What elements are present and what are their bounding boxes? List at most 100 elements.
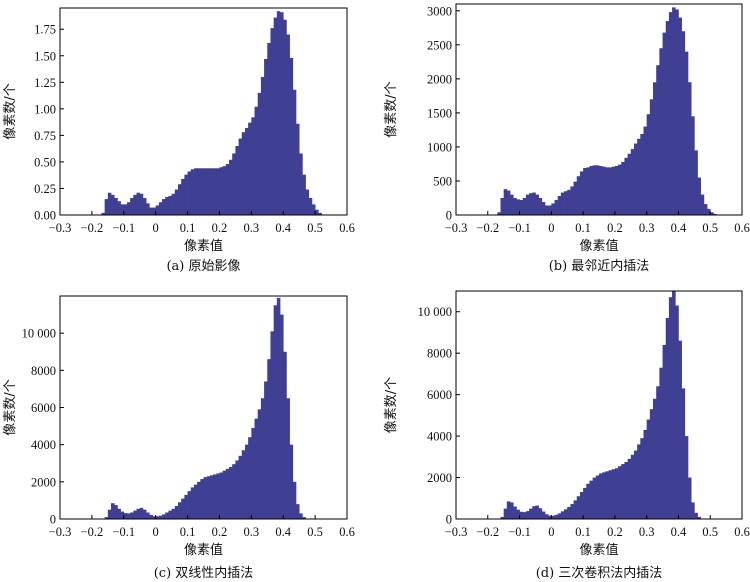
histogram-bar bbox=[513, 197, 517, 215]
histogram-bar bbox=[289, 57, 294, 215]
histogram-bar bbox=[200, 479, 204, 519]
histogram-bar bbox=[146, 512, 150, 519]
histogram-bar bbox=[232, 464, 236, 519]
histogram-bar bbox=[567, 506, 571, 519]
histogram-bar bbox=[522, 512, 527, 519]
histogram-bar bbox=[678, 340, 682, 519]
histogram-bar bbox=[229, 466, 233, 519]
histogram-bar bbox=[136, 192, 141, 215]
histogram-bar bbox=[302, 517, 306, 519]
histogram-bar bbox=[254, 418, 259, 519]
histogram-bar bbox=[244, 444, 249, 519]
histogram-bar bbox=[513, 506, 517, 519]
histogram-bar bbox=[621, 464, 625, 519]
histogram-bar bbox=[503, 189, 508, 215]
histogram-bar bbox=[649, 409, 654, 519]
x-tick-label: 0.1 bbox=[575, 221, 591, 235]
histogram-bar bbox=[573, 181, 578, 215]
histogram-bar bbox=[637, 138, 641, 215]
histogram-bar bbox=[497, 212, 501, 215]
y-axis-title: 像素数/个 bbox=[384, 81, 399, 137]
histogram-bar bbox=[586, 167, 590, 215]
histogram-bar bbox=[529, 193, 533, 215]
histogram-bar bbox=[649, 99, 654, 215]
histogram-bar bbox=[165, 196, 169, 215]
y-tick-label: 3000 bbox=[427, 4, 452, 18]
y-axis-title: 像素数/个 bbox=[384, 377, 399, 433]
histogram-bar bbox=[213, 168, 217, 215]
histogram-bar bbox=[187, 491, 192, 520]
x-tick-label: 0.5 bbox=[307, 525, 323, 539]
histogram-bar bbox=[544, 514, 549, 519]
histogram-bar bbox=[219, 472, 223, 519]
histogram-bar bbox=[640, 438, 644, 519]
histogram-bar bbox=[251, 117, 255, 215]
histogram-bar bbox=[538, 508, 543, 519]
histogram-bar bbox=[216, 168, 220, 215]
histogram-bar bbox=[104, 517, 109, 519]
x-tick-label: 0.2 bbox=[607, 525, 623, 539]
histogram-bar bbox=[136, 508, 141, 519]
histogram-bar bbox=[283, 351, 287, 519]
y-tick-label: 10 000 bbox=[418, 305, 452, 319]
x-tick-label: −0.3 bbox=[49, 525, 72, 539]
histogram-bar bbox=[630, 454, 635, 519]
histogram-bar bbox=[602, 472, 606, 519]
x-tick-label: −0.3 bbox=[445, 525, 468, 539]
histogram-bar bbox=[286, 34, 290, 215]
y-tick-label: 0.75 bbox=[34, 129, 56, 143]
histogram-bar bbox=[152, 207, 157, 215]
histogram-bar bbox=[519, 511, 524, 519]
histogram-bar bbox=[554, 514, 559, 519]
panel-caption: (a) 原始影像 bbox=[166, 259, 240, 274]
histogram-bar bbox=[168, 510, 172, 519]
histogram-bar bbox=[697, 177, 702, 215]
histogram-bar bbox=[646, 114, 651, 215]
histogram-bar bbox=[283, 19, 287, 216]
y-tick-label: 1500 bbox=[427, 106, 452, 120]
histogram-bar bbox=[554, 200, 559, 215]
histogram-bar bbox=[126, 513, 131, 519]
histogram-bar bbox=[579, 492, 584, 519]
histogram-bar bbox=[608, 470, 613, 519]
histogram-bar bbox=[117, 201, 121, 215]
histogram-bar bbox=[177, 502, 182, 519]
histogram-bar bbox=[697, 516, 702, 519]
histogram-panel-4: −0.3 −0.2 −0.1 0 0.1 0.2 0.3 0.4 0.5 0.6 0 2000 4000… bbox=[384, 290, 750, 581]
histogram-bar bbox=[235, 146, 239, 215]
histogram-bar bbox=[627, 458, 632, 519]
histogram-bar bbox=[114, 505, 118, 519]
histogram-bar bbox=[295, 504, 300, 519]
histogram-bar bbox=[510, 194, 514, 215]
y-tick-label: 500 bbox=[433, 174, 452, 188]
y-tick-label: 2000 bbox=[31, 475, 56, 489]
x-tick-label: 0.1 bbox=[180, 221, 196, 235]
y-tick-label: 0 bbox=[446, 513, 452, 527]
histogram-bar bbox=[544, 205, 549, 215]
histogram-bar bbox=[197, 168, 201, 215]
histogram-bar bbox=[104, 199, 109, 215]
histogram-bar bbox=[190, 487, 195, 519]
histogram-bar bbox=[267, 359, 271, 519]
histogram-bar bbox=[248, 122, 252, 215]
x-tick-label: 0.3 bbox=[639, 221, 655, 235]
histogram-bar bbox=[174, 505, 179, 519]
histogram-bar bbox=[672, 291, 676, 519]
histogram-bar bbox=[589, 165, 593, 215]
histogram-bar bbox=[551, 515, 555, 519]
x-tick-label: 0.2 bbox=[607, 221, 623, 235]
x-axis-title: 像素值 bbox=[579, 238, 618, 254]
y-tick-label: 1.75 bbox=[34, 23, 56, 37]
histogram-bar bbox=[120, 204, 125, 215]
histogram-bar bbox=[573, 500, 578, 519]
histogram-bar bbox=[107, 509, 112, 519]
histogram-bar bbox=[503, 508, 508, 519]
histogram-bar bbox=[576, 176, 581, 215]
histogram-bar bbox=[111, 194, 115, 215]
x-tick-label: 0.5 bbox=[307, 221, 323, 235]
histogram-bar bbox=[289, 444, 294, 519]
histogram-bar bbox=[123, 513, 128, 519]
histogram-bar bbox=[675, 9, 679, 216]
histogram-bar bbox=[267, 43, 271, 215]
histogram-bar bbox=[548, 515, 552, 519]
